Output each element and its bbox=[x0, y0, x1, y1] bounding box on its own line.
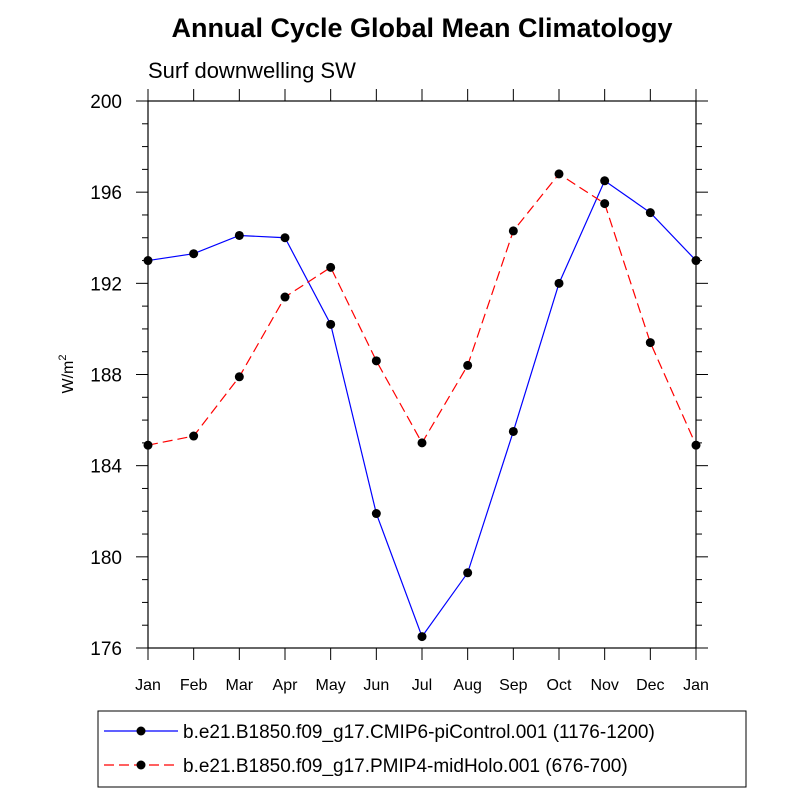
x-tick-label: Oct bbox=[547, 677, 572, 694]
chart-subtitle: Surf downwelling SW bbox=[148, 58, 356, 83]
chart-title: Annual Cycle Global Mean Climatology bbox=[171, 13, 672, 43]
data-point bbox=[371, 356, 381, 366]
x-tick-label: Apr bbox=[273, 677, 299, 694]
plot-series bbox=[143, 169, 701, 642]
data-point bbox=[508, 226, 518, 236]
x-tick-label: Aug bbox=[453, 677, 481, 694]
legend-swatch-marker bbox=[136, 726, 146, 736]
data-point bbox=[326, 262, 336, 272]
data-point bbox=[600, 199, 610, 209]
y-tick-label: 188 bbox=[90, 366, 122, 387]
y-tick-labels: 176 180 184 188 192 196 200 bbox=[90, 92, 122, 660]
legend-swatch-marker bbox=[136, 760, 146, 770]
x-tick-label: Sep bbox=[499, 677, 528, 694]
data-point bbox=[234, 372, 244, 382]
x-tick-label: Jul bbox=[412, 677, 432, 694]
data-point bbox=[554, 169, 564, 179]
x-tick-labels: Jan Feb Mar Apr May Jun Jul Aug Sep Oct Nov Dec Jan bbox=[135, 677, 709, 694]
y-tick-label: 196 bbox=[90, 183, 122, 204]
series-line bbox=[147, 173, 697, 446]
x-tick-label: Nov bbox=[590, 677, 618, 694]
data-point bbox=[645, 208, 655, 218]
legend: b.e21.B1850.f09_g17.CMIP6-piControl.001 … bbox=[97, 710, 747, 788]
data-point bbox=[280, 292, 290, 302]
legend-label: b.e21.B1850.f09_g17.PMIP4-midHolo.001 (6… bbox=[183, 756, 628, 777]
y-tick-label: 176 bbox=[90, 639, 122, 660]
x-tick-label: Jun bbox=[363, 677, 389, 694]
y-tick-label: 200 bbox=[90, 92, 122, 113]
y-axis-label-unit: W/m bbox=[60, 361, 77, 394]
legend-entry: b.e21.B1850.f09_g17.PMIP4-midHolo.001 (6… bbox=[104, 756, 628, 777]
legend-entry: b.e21.B1850.f09_g17.CMIP6-piControl.001 … bbox=[104, 722, 655, 743]
x-tick-label: Feb bbox=[180, 677, 208, 694]
x-tick-label: Jan bbox=[135, 677, 161, 694]
plot-frame bbox=[147, 100, 697, 649]
x-tick-label: May bbox=[316, 677, 346, 694]
x-tick-label: Mar bbox=[226, 677, 254, 694]
legend-box bbox=[97, 710, 747, 788]
series-1 bbox=[143, 176, 701, 642]
legend-label: b.e21.B1850.f09_g17.CMIP6-piControl.001 … bbox=[183, 722, 655, 743]
data-point bbox=[417, 438, 427, 448]
data-point bbox=[234, 230, 244, 240]
y-tick-label: 180 bbox=[90, 548, 122, 569]
data-point bbox=[417, 632, 427, 642]
data-point bbox=[554, 278, 564, 288]
y-axis-label: W/m2 bbox=[57, 355, 77, 394]
x-tick-label: Dec bbox=[636, 677, 664, 694]
y-tick-label: 192 bbox=[90, 274, 122, 295]
axis-ticks bbox=[136, 89, 708, 660]
data-point bbox=[189, 431, 199, 441]
data-point bbox=[645, 338, 655, 348]
data-point bbox=[463, 360, 473, 370]
data-point bbox=[280, 233, 290, 243]
data-point bbox=[326, 319, 336, 329]
data-point bbox=[371, 509, 381, 519]
y-tick-label: 184 bbox=[90, 457, 122, 478]
data-point bbox=[189, 249, 199, 259]
series-line bbox=[147, 179, 697, 638]
data-point bbox=[600, 176, 610, 186]
data-point bbox=[463, 568, 473, 578]
data-point bbox=[508, 426, 518, 436]
series-2 bbox=[143, 169, 701, 450]
x-tick-label: Jan bbox=[683, 677, 709, 694]
y-axis-label-superscript: 2 bbox=[57, 355, 69, 361]
